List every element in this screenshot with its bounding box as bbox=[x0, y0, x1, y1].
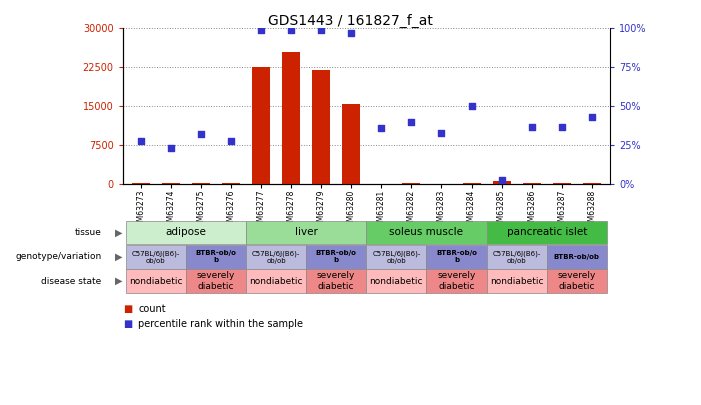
Text: severely
diabetic: severely diabetic bbox=[557, 271, 596, 291]
Point bbox=[255, 27, 266, 33]
Text: percentile rank within the sample: percentile rank within the sample bbox=[138, 320, 303, 329]
Text: ▶: ▶ bbox=[116, 252, 123, 262]
Point bbox=[496, 176, 508, 183]
Text: C57BL/6J(B6)-
ob/ob: C57BL/6J(B6)- ob/ob bbox=[252, 250, 300, 264]
Text: nondiabetic: nondiabetic bbox=[129, 277, 182, 286]
Point bbox=[376, 125, 387, 131]
Point bbox=[406, 119, 417, 125]
Text: ■: ■ bbox=[123, 304, 132, 314]
Text: disease state: disease state bbox=[41, 277, 102, 286]
Text: ▶: ▶ bbox=[116, 228, 123, 237]
Text: BTBR-ob/o
b: BTBR-ob/o b bbox=[436, 250, 477, 263]
Text: nondiabetic: nondiabetic bbox=[250, 277, 303, 286]
Bar bbox=[162, 183, 180, 184]
Text: adipose: adipose bbox=[165, 228, 206, 237]
Point bbox=[165, 145, 177, 151]
Bar bbox=[402, 183, 421, 184]
Text: BTBR-ob/o
b: BTBR-ob/o b bbox=[196, 250, 236, 263]
Bar bbox=[132, 183, 150, 184]
Text: pancreatic islet: pancreatic islet bbox=[507, 228, 587, 237]
Text: genotype/variation: genotype/variation bbox=[15, 252, 102, 261]
Text: GDS1443 / 161827_f_at: GDS1443 / 161827_f_at bbox=[268, 14, 433, 28]
Bar bbox=[222, 183, 240, 184]
Point bbox=[466, 103, 477, 110]
Text: ■: ■ bbox=[123, 320, 132, 329]
Text: nondiabetic: nondiabetic bbox=[490, 277, 543, 286]
Text: count: count bbox=[138, 304, 165, 314]
Bar bbox=[493, 181, 510, 184]
Point bbox=[586, 114, 597, 120]
Text: C57BL/6J(B6)-
ob/ob: C57BL/6J(B6)- ob/ob bbox=[372, 250, 421, 264]
Point bbox=[436, 130, 447, 136]
Point bbox=[315, 27, 327, 33]
Bar bbox=[342, 104, 360, 184]
Bar bbox=[583, 183, 601, 184]
Text: nondiabetic: nondiabetic bbox=[369, 277, 423, 286]
Text: BTBR-ob/o
b: BTBR-ob/o b bbox=[315, 250, 357, 263]
Text: ▶: ▶ bbox=[116, 276, 123, 286]
Point bbox=[526, 124, 537, 130]
Bar bbox=[523, 183, 540, 184]
Point bbox=[346, 30, 357, 36]
Bar bbox=[312, 70, 330, 184]
Bar bbox=[282, 52, 300, 184]
Text: C57BL/6J(B6)-
ob/ob: C57BL/6J(B6)- ob/ob bbox=[132, 250, 180, 264]
Text: BTBR-ob/ob: BTBR-ob/ob bbox=[554, 254, 600, 260]
Text: severely
diabetic: severely diabetic bbox=[317, 271, 355, 291]
Text: severely
diabetic: severely diabetic bbox=[437, 271, 476, 291]
Point bbox=[225, 137, 236, 144]
Text: soleus muscle: soleus muscle bbox=[390, 228, 463, 237]
Point bbox=[285, 27, 297, 33]
Bar bbox=[463, 183, 481, 184]
Bar bbox=[552, 183, 571, 184]
Text: C57BL/6J(B6)-
ob/ob: C57BL/6J(B6)- ob/ob bbox=[493, 250, 541, 264]
Point bbox=[135, 137, 147, 144]
Text: severely
diabetic: severely diabetic bbox=[197, 271, 235, 291]
Text: liver: liver bbox=[294, 228, 318, 237]
Text: tissue: tissue bbox=[75, 228, 102, 237]
Point bbox=[556, 124, 567, 130]
Point bbox=[196, 131, 207, 138]
Bar bbox=[192, 183, 210, 184]
Bar bbox=[252, 67, 270, 184]
